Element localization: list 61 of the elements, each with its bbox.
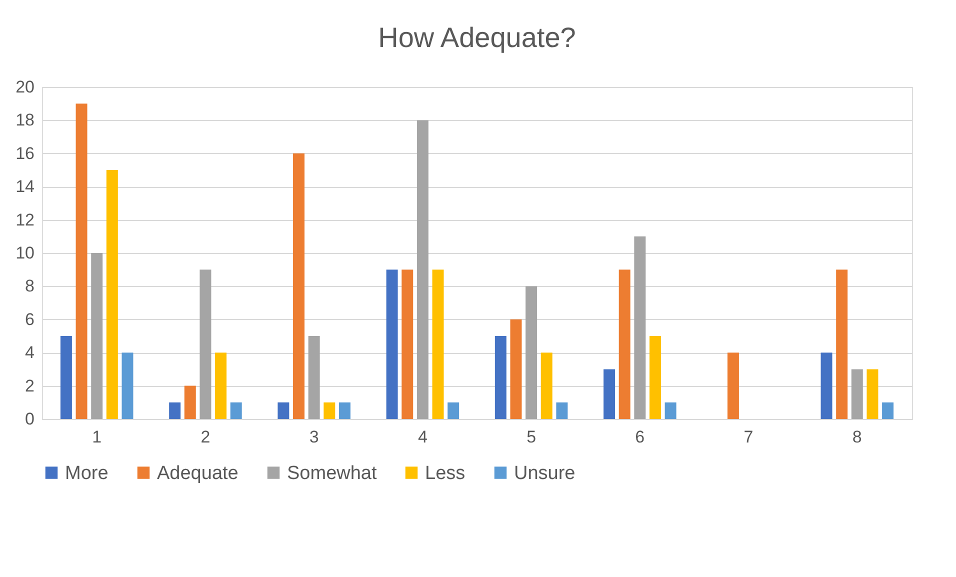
bar [169,402,181,419]
bar [540,352,552,419]
bar [866,369,878,419]
bar [293,153,305,419]
bar [556,402,568,419]
bar [91,253,103,419]
legend-label: Somewhat [287,462,378,484]
y-tick-label: 14 [16,177,34,196]
y-tick-label: 12 [16,210,34,230]
bar [402,270,414,419]
bar [618,270,630,419]
legend-label: Unsure [514,462,576,484]
bar [386,270,398,419]
y-tick-label: 6 [25,310,34,329]
bar [106,170,118,419]
y-tick-label: 2 [25,376,34,396]
y-tick-label: 4 [25,343,34,362]
bar [184,386,196,419]
bar [76,104,88,419]
x-tick-label: 3 [309,428,319,446]
bar [215,352,227,419]
legend-label: Adequate [157,462,238,484]
x-tick-label: 5 [526,428,536,446]
bar [820,352,832,419]
y-tick-label: 18 [16,110,34,130]
bar [230,402,242,419]
x-tick-label: 2 [200,428,210,446]
y-tick-label: 0 [25,410,34,428]
bar [727,352,739,419]
y-tick-label: 20 [16,78,34,96]
y-tick-label: 16 [16,144,34,163]
x-tick-label: 4 [418,428,428,446]
x-tick-label: 7 [744,428,754,446]
bar [416,120,428,419]
x-tick-label: 6 [635,428,645,446]
chart-title: How Adequate? [378,22,576,53]
bar [634,236,646,419]
bar [510,319,522,419]
y-tick-label: 8 [25,276,34,296]
x-tick-label: 8 [852,428,862,446]
bar [448,402,460,419]
bar [526,286,538,419]
legend-label: Less [425,462,466,484]
bar [494,336,506,419]
bar [432,270,444,419]
bar [60,336,72,419]
y-tick-label: 10 [16,244,34,262]
bar [324,402,336,419]
bar [308,336,320,419]
bar [664,402,676,419]
bar [649,336,661,419]
x-tick-label: 1 [92,428,102,446]
bar [338,402,350,419]
bar [882,402,894,419]
bar [122,352,134,419]
bar [604,369,616,419]
bar [200,270,212,419]
bar [836,270,848,419]
legend-label: More [65,462,108,484]
bar [851,369,863,419]
bar [278,402,290,419]
